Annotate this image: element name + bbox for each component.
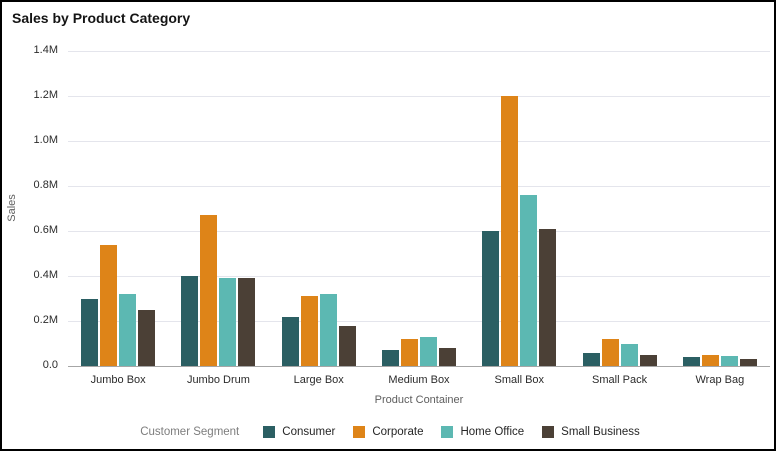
x-tick-label-small-pack: Small Pack (592, 374, 648, 386)
y-tick-label: 1.2M (33, 89, 58, 101)
legend-label: Consumer (282, 426, 336, 438)
bar-small-business-small-pack[interactable] (639, 354, 657, 366)
bar-home-office-jumbo-drum[interactable] (219, 278, 237, 366)
legend-item-consumer[interactable]: Consumer (263, 426, 335, 438)
bar-consumer-wrap-bag[interactable] (682, 357, 700, 366)
legend-item-corporate[interactable]: Corporate (353, 426, 423, 438)
bar-consumer-jumbo-drum[interactable] (181, 276, 199, 366)
bar-consumer-small-box[interactable] (482, 231, 500, 366)
x-tick-label-jumbo-box: Jumbo Box (90, 374, 146, 386)
bar-consumer-medium-box[interactable] (382, 350, 399, 366)
legend-items: Consumer Corporate Home Office Small Busine… (263, 426, 640, 438)
y-tick-label: 1.4M (33, 44, 58, 56)
legend-swatch-icon (353, 426, 366, 438)
y-tick-label: 0.4M (33, 269, 58, 281)
x-tick-label-small-box: Small Box (494, 374, 545, 386)
bar-consumer-jumbo-box[interactable] (81, 298, 99, 366)
gridline (68, 320, 770, 322)
bar-corporate-small-pack[interactable] (601, 339, 619, 366)
x-axis-line (68, 365, 770, 367)
legend-swatch-icon (441, 426, 454, 438)
bar-consumer-large-box[interactable] (281, 316, 299, 366)
legend: Customer Segment Consumer Corporate Home O… (2, 426, 776, 438)
y-tick-label: 0.0 (42, 359, 58, 371)
gridline (68, 230, 770, 232)
legend-item-home-office[interactable]: Home Office (441, 426, 524, 438)
y-tick-label: 0.8M (33, 179, 58, 191)
legend-label: Corporate (372, 426, 424, 438)
legend-label: Home Office (460, 426, 525, 438)
legend-label: Small Business (561, 426, 640, 438)
bar-small-business-large-box[interactable] (338, 325, 356, 366)
x-tick-label-large-box: Large Box (293, 374, 344, 386)
bar-home-office-medium-box[interactable] (420, 336, 437, 366)
plot-area (68, 50, 770, 367)
x-axis-title: Product Container (374, 394, 464, 406)
legend-item-small-business[interactable]: Small Business (542, 426, 640, 438)
gridline (68, 95, 770, 97)
y-tick-label: 0.2M (33, 314, 58, 326)
y-tick-label: 1.0M (33, 134, 58, 146)
legend-swatch-icon (542, 426, 555, 438)
gridline (68, 140, 770, 142)
x-tick-label-medium-box: Medium Box (388, 374, 450, 386)
gridline (68, 50, 770, 52)
bar-home-office-small-box[interactable] (520, 195, 538, 366)
bar-home-office-large-box[interactable] (319, 294, 337, 366)
bar-corporate-jumbo-drum[interactable] (200, 215, 218, 366)
bar-small-business-wrap-bag[interactable] (739, 359, 757, 366)
bar-small-business-small-box[interactable] (539, 228, 557, 366)
bar-corporate-small-box[interactable] (501, 96, 519, 366)
gridline (68, 275, 770, 277)
bar-home-office-jumbo-box[interactable] (119, 294, 137, 366)
bar-consumer-small-pack[interactable] (582, 352, 600, 366)
bar-home-office-wrap-bag[interactable] (720, 355, 738, 366)
x-tick-label-jumbo-drum: Jumbo Drum (186, 374, 250, 386)
bar-home-office-small-pack[interactable] (620, 343, 638, 366)
legend-title: Customer Segment (140, 426, 240, 438)
bar-corporate-jumbo-box[interactable] (100, 244, 118, 366)
chart-title: Sales by Product Category (12, 10, 191, 26)
y-tick-label: 0.6M (33, 224, 58, 236)
bar-small-business-medium-box[interactable] (439, 348, 456, 366)
bar-small-business-jumbo-box[interactable] (138, 309, 156, 366)
gridline (68, 185, 770, 187)
bar-small-business-jumbo-drum[interactable] (238, 278, 256, 366)
bar-corporate-medium-box[interactable] (401, 339, 418, 366)
bar-corporate-large-box[interactable] (300, 296, 318, 366)
bar-corporate-wrap-bag[interactable] (701, 354, 719, 366)
legend-swatch-icon (263, 426, 276, 438)
x-tick-label-wrap-bag: Wrap Bag (695, 374, 745, 386)
